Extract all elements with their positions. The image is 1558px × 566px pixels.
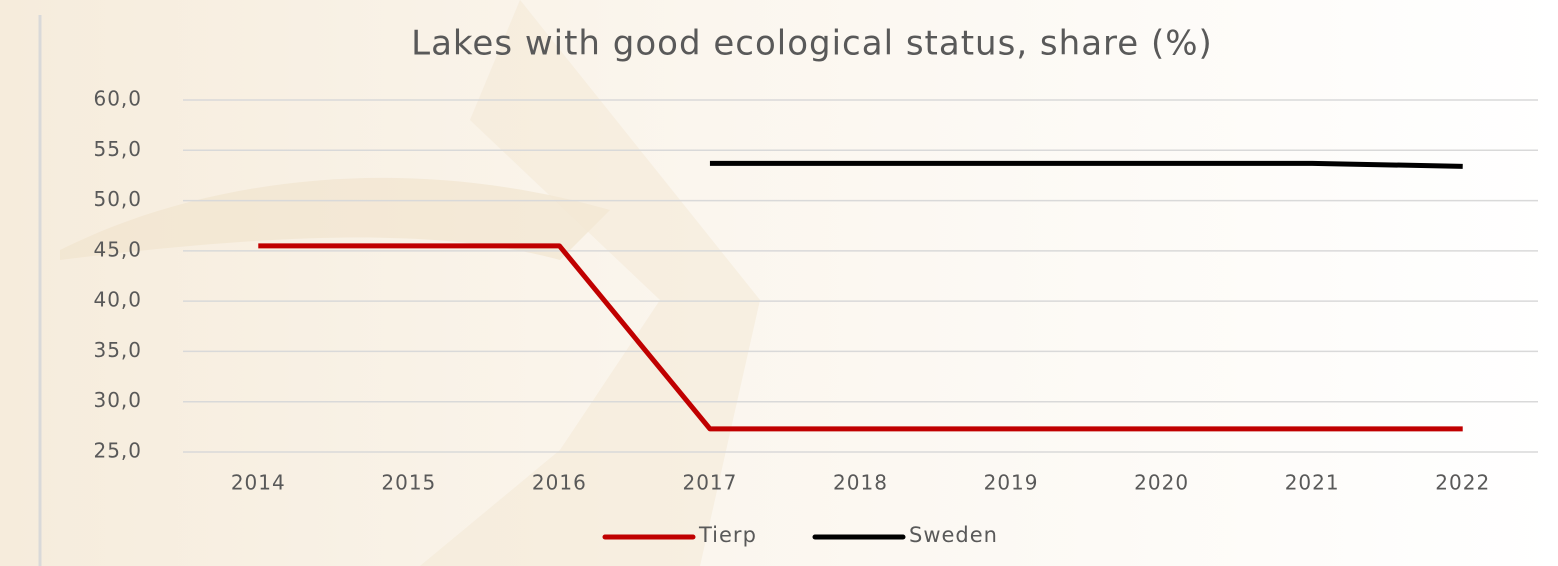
y-tick-label: 45,0 xyxy=(93,237,142,261)
y-tick-label: 25,0 xyxy=(93,439,142,463)
x-tick-label: 2016 xyxy=(532,471,587,495)
x-tick-label: 2017 xyxy=(682,471,737,495)
x-tick-label: 2018 xyxy=(833,471,888,495)
y-tick-label: 50,0 xyxy=(93,187,142,211)
x-tick-label: 2014 xyxy=(231,471,286,495)
x-tick-label: 2022 xyxy=(1435,471,1490,495)
legend-label: Sweden xyxy=(909,523,998,547)
x-tick-label: 2015 xyxy=(381,471,436,495)
chart: Lakes with good ecological status, share… xyxy=(0,0,1558,566)
legend-label: Tierp xyxy=(698,523,757,547)
y-tick-label: 30,0 xyxy=(93,388,142,412)
page: {"chart_data": {"type": "line", "title":… xyxy=(0,0,1558,566)
y-tick-label: 40,0 xyxy=(93,288,142,312)
chart-title: Lakes with good ecological status, share… xyxy=(411,24,1213,64)
y-tick-label: 60,0 xyxy=(93,87,142,111)
y-tick-label: 35,0 xyxy=(93,338,142,362)
x-tick-label: 2019 xyxy=(984,471,1039,495)
x-tick-label: 2021 xyxy=(1285,471,1340,495)
x-tick-label: 2020 xyxy=(1134,471,1189,495)
y-tick-label: 55,0 xyxy=(93,137,142,161)
